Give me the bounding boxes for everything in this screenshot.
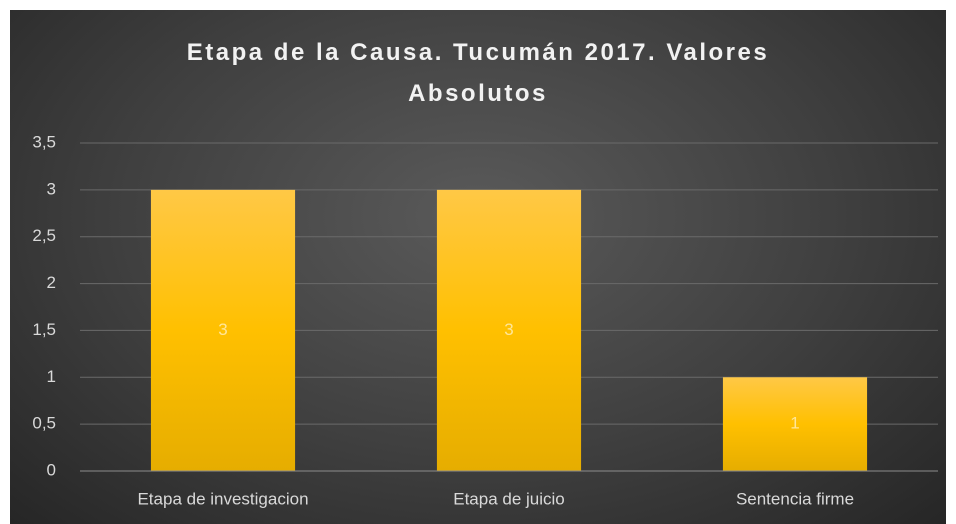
y-tick-label: 0 <box>47 460 56 479</box>
data-label: 1 <box>790 414 799 433</box>
y-tick-label: 0,5 <box>32 414 56 433</box>
y-tick-label: 2 <box>47 273 56 292</box>
y-tick-label: 3,5 <box>32 132 56 151</box>
bar <box>722 377 868 471</box>
x-tick-label: Etapa de juicio <box>453 489 565 508</box>
bar <box>436 189 582 471</box>
chart: 0 0,5 1 1,5 2 2,5 3 3,5 Etapa de investigacion 3 E… <box>32 132 938 508</box>
y-tick-label: 3 <box>47 179 56 198</box>
chart-title: Etapa de la Causa. Tucumán 2017. Valores… <box>186 39 770 107</box>
data-label: 3 <box>504 320 513 339</box>
x-tick-label: Sentencia firme <box>736 489 854 508</box>
y-tick-label: 1 <box>47 367 56 386</box>
y-tick-label: 2,5 <box>32 226 56 245</box>
chart-area: Etapa de la Causa. Tucumán 2017. Valores… <box>10 10 946 524</box>
bar <box>150 189 296 471</box>
data-label: 3 <box>218 320 227 339</box>
y-tick-label: 1,5 <box>32 320 56 339</box>
x-tick-label: Etapa de investigacion <box>137 489 308 508</box>
